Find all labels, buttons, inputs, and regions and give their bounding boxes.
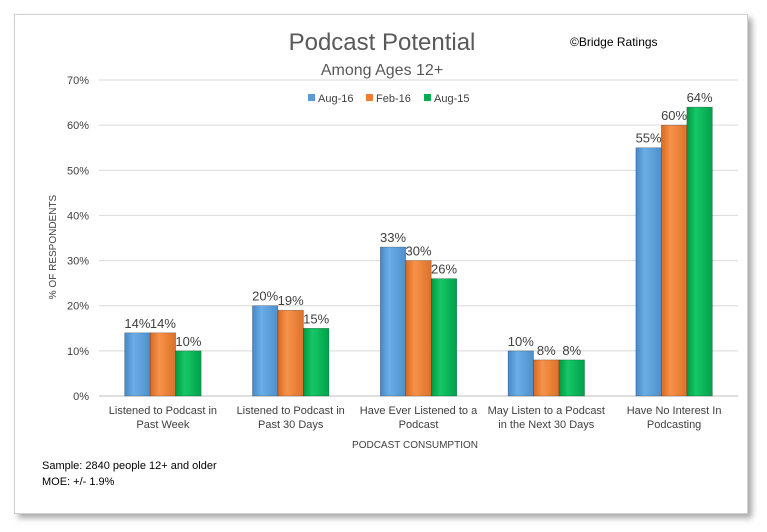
y-tick-label: 20% [67,301,89,313]
y-axis-ticks: 0% 10% 20% 30% 40% 50% 60% 70% [67,75,89,403]
chart-frame: Podcast Potential Among Ages 12+ ©Bridge… [14,14,748,514]
category-label: in the Next 30 Days [498,419,594,431]
bar-aug-15 [430,278,458,397]
bars [124,106,713,397]
chart-subtitle: Among Ages 12+ [321,62,443,79]
y-tick-label: 30% [67,256,89,268]
bar-feb-16 [405,260,432,397]
category-labels: Listened to Podcast in Past Week Listened … [109,405,722,431]
data-labels: 14% 14%10%20% 19%15%33%30%26%10%8% 8%55%60%… [124,90,713,358]
bar-aug-15 [303,327,330,397]
category-label: Podcast [399,419,439,431]
y-tick-label: 0% [73,391,89,403]
y-tick-label: 50% [67,165,89,177]
bar-feb-16 [277,309,304,397]
bar-aug-16 [252,305,279,397]
moe-note: MOE: +/- 1.9% [42,476,115,488]
bar-feb-16 [661,124,688,397]
x-axis-title: PODCAST CONSUMPTION [352,440,478,451]
legend-swatch [308,94,315,101]
bar-aug-16 [507,350,534,397]
sample-note: Sample: 2840 people 12+ and older [42,460,217,472]
category-label: Listened to Podcast in [237,405,345,417]
category-label: May Listen to a Podcast [488,405,605,417]
data-label: 10% [508,334,534,349]
data-label: 8% [537,343,556,358]
bar-feb-16 [149,332,176,397]
y-tick-label: 10% [67,346,89,358]
data-label: 33% [380,230,406,245]
chart-title: Podcast Potential [289,29,476,56]
y-tick-label: 40% [67,210,89,222]
data-label: 26% [431,262,457,277]
category-label: Have Ever Listened to a [360,405,478,417]
data-label: 30% [405,244,431,259]
legend-swatch [424,94,431,101]
bar-aug-15 [686,106,713,397]
category-label: Podcasting [647,419,701,431]
data-label: 19% [278,293,304,308]
data-label: 14% [124,316,150,331]
y-axis-title: % OF RESPONDENTS [48,194,59,299]
legend-entry: Aug-16 [318,93,353,105]
data-label: 15% [303,311,329,326]
legend-entry: Aug-15 [434,93,469,105]
bar-feb-16 [533,359,560,397]
data-label: 64% [687,90,713,105]
data-label: 20% [252,289,278,304]
copyright-notice: ©Bridge Ratings [570,35,658,49]
legend: Aug-16 Feb-16 Aug-15 [308,93,469,105]
category-label: Listened to Podcast in [109,405,217,417]
legend-entry: Feb-16 [376,93,411,105]
bar-aug-16 [379,246,407,397]
data-label: 55% [636,131,662,146]
category-label: Past Week [136,419,189,431]
data-label: 60% [661,108,687,123]
y-tick-label: 60% [67,120,89,132]
category-label: Past 30 Days [258,419,324,431]
y-tick-label: 70% [67,75,89,87]
data-label: 8% [562,343,581,358]
bar-aug-15 [558,359,585,397]
legend-swatch [366,94,373,101]
data-label: 10% [175,334,201,349]
bar-aug-15 [175,350,202,397]
bar-aug-16 [124,332,151,397]
category-label: Have No Interest In [627,405,722,417]
bar-aug-16 [635,147,662,397]
data-label: 14% [150,316,176,331]
bar-chart: Podcast Potential Among Ages 12+ ©Bridge… [48,29,738,451]
